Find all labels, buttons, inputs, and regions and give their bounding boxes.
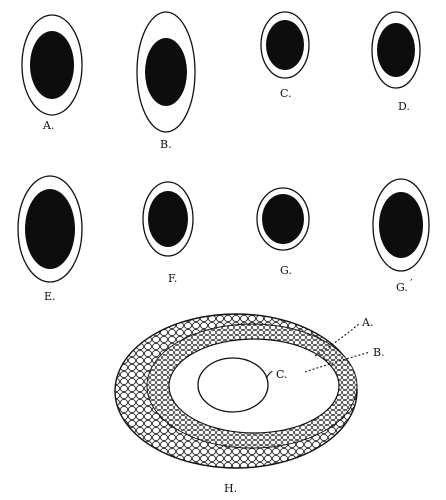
cell-figure-d [371,11,421,89]
label-figure-d: D. [398,100,410,113]
cell-figure-g-prime [372,178,430,272]
callout-c: C. [276,368,288,381]
leader-line-b [304,351,371,373]
label-figure-h: H. [224,482,237,495]
label-figure-c: C. [280,87,292,100]
prime-mark: ′ [410,277,413,290]
cell-figure-b [136,11,196,133]
central-body [197,357,269,413]
section-figure-h [114,313,371,469]
leader-line-a [314,322,361,357]
label-figure-g-prime: G. [396,281,408,294]
label-figure-a: A. [42,119,54,132]
cell-figure-f [142,181,194,257]
label-figure-b: B. [160,138,172,151]
cell-figure-a [21,14,83,116]
label-figure-g: G. [280,264,292,277]
label-figure-f: F. [168,272,177,285]
cell-figure-g [256,187,310,251]
leader-line-c [265,371,273,379]
callout-a: A. [361,316,373,329]
label-figure-e: E. [44,290,56,303]
cell-figure-e [17,175,83,283]
callout-b: B. [373,346,385,359]
cell-figure-c [260,11,310,79]
